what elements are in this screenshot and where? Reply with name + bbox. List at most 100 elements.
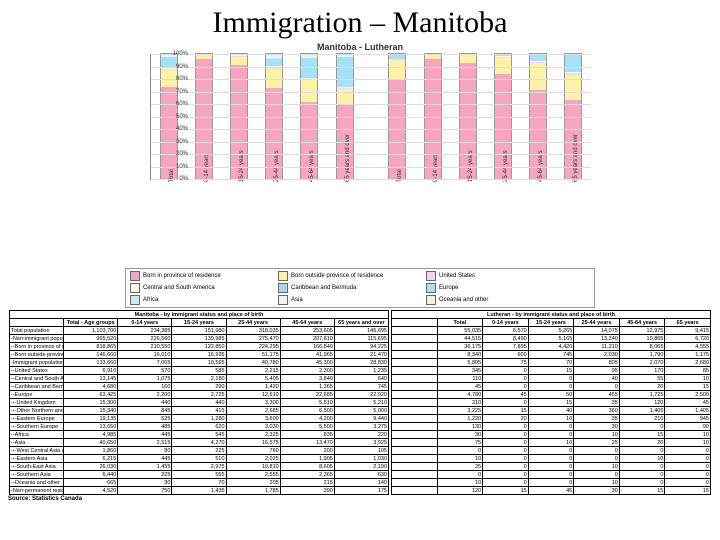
table-row: ---Eastern Europe19,1355251,2803,6004,20… <box>10 415 389 423</box>
cell: 15 <box>528 399 574 407</box>
cell: 0 <box>619 479 665 487</box>
row-label: ---Other Northern and Western Europe <box>10 407 64 415</box>
table-title: Lutheran - by immigrant status and place… <box>392 311 711 319</box>
table-row: 75010252010 <box>392 439 711 447</box>
cell: 207,810 <box>280 335 334 343</box>
cell: 8,490 <box>483 335 529 343</box>
cell: 750 <box>118 487 172 495</box>
cell: 146,660 <box>64 351 118 359</box>
cell: 0 <box>483 383 529 391</box>
table-row: 36,1757,8954,42011,2108,0654,555 <box>392 343 711 351</box>
table-row: ---Eastern Asia6,2154455102,0251,9051,03… <box>10 455 389 463</box>
cell: 2,190 <box>334 463 388 471</box>
cell: 3,840 <box>280 375 334 383</box>
cell: 10 <box>528 439 574 447</box>
cell: 10 <box>574 463 620 471</box>
y-tick-label: 80% <box>176 76 188 82</box>
legend-swatch <box>426 271 436 281</box>
cell: 12,975 <box>619 327 665 335</box>
row-label <box>392 367 438 375</box>
row-label: --Caribbean and Bermuda <box>10 383 64 391</box>
cell: 1,405 <box>619 407 665 415</box>
cell: 9,440 <box>334 415 388 423</box>
table-manitoba: Manitoba - by immigrant status and place… <box>9 310 389 495</box>
cell: 445 <box>118 431 172 439</box>
cell: 45,300 <box>280 359 334 367</box>
column-header: 65 years <box>665 319 711 327</box>
cell: 75 <box>437 439 483 447</box>
cell: 0 <box>483 471 529 479</box>
row-label <box>392 383 438 391</box>
cell: 2,200 <box>118 391 172 399</box>
cell: 15,300 <box>64 399 118 407</box>
cell: 15 <box>619 431 665 439</box>
cell: 0 <box>528 479 574 487</box>
cell: 145,695 <box>334 327 388 335</box>
cell: 10,865 <box>619 335 665 343</box>
legend-swatch <box>426 283 436 293</box>
row-label <box>392 351 438 359</box>
row-label <box>392 415 438 423</box>
cell: 15 <box>619 487 665 495</box>
row-label: --Born outside province of residence <box>10 351 64 359</box>
cell: 21,470 <box>334 351 388 359</box>
cell: 1,860 <box>64 447 118 455</box>
cell: 15 <box>483 487 529 495</box>
cell: 6,500 <box>280 407 334 415</box>
row-label <box>392 471 438 479</box>
cell: 570 <box>118 367 172 375</box>
legend-label: Asia <box>291 297 303 303</box>
cell: 1,790 <box>619 351 665 359</box>
cell: 0 <box>528 463 574 471</box>
cell: 13,470 <box>280 439 334 447</box>
cell: 6,570 <box>483 327 529 335</box>
cell: 210,550 <box>118 343 172 351</box>
cell: 0 <box>574 455 620 463</box>
cell: 0 <box>483 367 529 375</box>
bar-segment <box>301 58 317 77</box>
cell: 26,030 <box>64 463 118 471</box>
cell: 55 <box>619 375 665 383</box>
cell: 166,840 <box>280 343 334 351</box>
row-label: --Europe <box>10 391 64 399</box>
cell: 745 <box>334 383 388 391</box>
cell: 0 <box>665 447 711 455</box>
x-category-label: 0-14 years <box>204 154 210 182</box>
column-header: 0-14 years <box>118 319 172 327</box>
cell: 30 <box>437 431 483 439</box>
cell: 75 <box>483 359 529 367</box>
legend-label: Central and South America <box>143 285 215 291</box>
table-row: --Born outside province of residence146,… <box>10 351 389 359</box>
cell: 14,075 <box>574 327 620 335</box>
row-label: -Non-immigrant population <box>10 335 64 343</box>
cell: 13,145 <box>64 375 118 383</box>
row-label: ---Eastern Asia <box>10 455 64 463</box>
cell: 290 <box>172 383 226 391</box>
cell: 630 <box>334 471 388 479</box>
bar-segment <box>565 54 581 72</box>
legend-swatch <box>278 271 288 281</box>
cell: 20 <box>619 383 665 391</box>
column-header: Total <box>437 319 483 327</box>
cell: 22,920 <box>334 391 388 399</box>
cell: 5,000 <box>334 407 388 415</box>
cell: 95 <box>574 367 620 375</box>
table-row: 3000101510 <box>392 431 711 439</box>
cell: 2,030 <box>574 351 620 359</box>
cell: 0 <box>528 375 574 383</box>
cell: 640 <box>334 375 388 383</box>
cell: 6,720 <box>665 335 711 343</box>
cell: 8,605 <box>280 463 334 471</box>
legend-item: Caribbean and Bermuda <box>278 283 418 293</box>
cell: 51,175 <box>226 351 280 359</box>
cell: 0 <box>528 447 574 455</box>
cell: 70 <box>172 479 226 487</box>
table-row: 3,22515403601,4051,405 <box>392 407 711 415</box>
cell: 151,980 <box>172 327 226 335</box>
cell: 94,225 <box>334 343 388 351</box>
row-label <box>392 391 438 399</box>
cell: 5,165 <box>528 335 574 343</box>
cell: 10 <box>665 439 711 447</box>
cell: 2,070 <box>619 359 665 367</box>
cell: 175 <box>334 487 388 495</box>
